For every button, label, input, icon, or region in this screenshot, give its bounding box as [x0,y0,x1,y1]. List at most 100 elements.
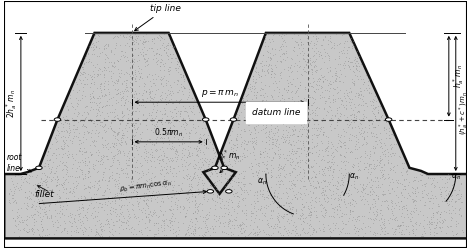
Point [322,100,329,104]
Point [158,58,166,62]
Point [320,95,328,99]
Point [16,188,23,192]
Point [67,233,74,237]
Point [298,158,306,162]
Point [132,144,140,148]
Point [285,172,292,176]
Point [262,33,269,37]
Point [139,47,146,51]
Point [176,205,184,209]
Point [126,163,133,167]
Point [234,225,242,229]
Point [199,183,207,187]
Point [51,177,59,181]
Point [361,101,369,105]
Point [107,217,115,221]
Point [80,119,88,123]
Point [233,134,241,138]
Point [124,116,132,120]
Point [392,193,400,197]
Point [312,199,319,203]
Point [134,42,142,46]
Point [28,228,36,232]
Point [186,154,193,158]
Point [353,56,360,60]
Point [157,64,164,68]
Point [298,43,305,47]
Point [373,132,380,136]
Point [448,186,456,189]
Point [346,138,353,142]
Point [165,92,173,96]
Point [196,135,204,139]
Point [166,228,173,232]
Point [114,151,122,155]
Point [155,161,163,165]
Point [171,66,179,70]
Point [66,96,73,100]
Point [81,70,88,74]
Point [177,82,184,86]
Point [253,193,261,197]
Point [366,225,374,229]
Point [162,44,170,48]
Point [308,232,316,236]
Point [220,203,228,207]
Point [209,230,217,234]
Point [46,188,54,192]
Point [44,158,51,162]
Point [281,175,289,179]
Point [39,179,46,183]
Point [411,221,419,225]
Point [147,198,155,202]
Point [43,180,50,184]
Point [158,139,166,143]
Point [123,207,130,211]
Point [83,110,91,114]
Point [72,127,80,131]
Point [289,129,297,133]
Point [308,84,315,88]
Point [118,119,126,123]
Point [25,181,33,185]
Point [84,72,92,76]
Point [214,158,222,162]
Point [264,49,271,53]
Point [199,181,206,185]
Point [122,54,129,58]
Point [152,221,159,225]
Point [161,129,169,133]
Point [217,163,224,167]
Point [346,209,354,213]
Point [323,146,331,150]
Point [53,218,61,222]
Point [76,226,84,230]
Point [286,171,294,175]
Point [118,89,126,93]
Point [18,215,25,219]
Point [100,94,108,98]
Point [103,111,110,115]
Point [231,161,239,165]
Point [385,133,392,137]
Point [305,207,313,211]
Point [210,148,217,152]
Point [136,138,144,142]
Point [279,182,286,186]
Point [60,182,68,186]
Point [240,222,248,226]
Point [448,197,456,201]
Point [182,211,190,215]
Point [137,75,144,79]
Point [85,225,93,229]
Point [17,183,25,187]
Point [266,58,273,62]
Point [408,190,415,194]
Point [92,232,100,236]
Point [139,54,147,58]
Point [365,90,373,94]
Point [332,69,340,73]
Point [148,142,155,146]
Point [342,88,349,92]
Point [99,170,107,174]
